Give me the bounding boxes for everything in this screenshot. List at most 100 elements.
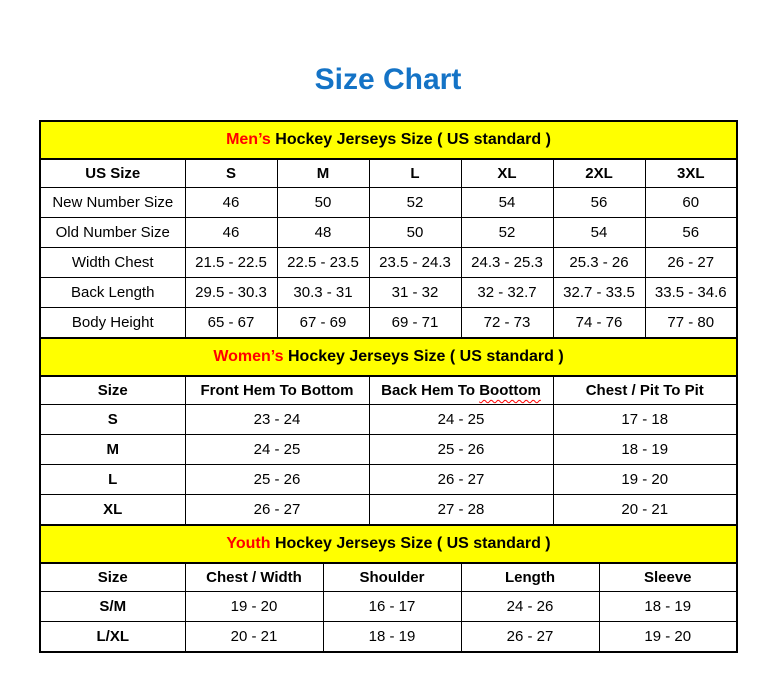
table-cell: 16 - 17: [322, 591, 462, 622]
row-label: Back Length: [39, 277, 186, 308]
table-banner: Youth Hockey Jerseys Size ( US standard …: [39, 524, 738, 564]
row-label: Width Chest: [39, 247, 186, 278]
header-row: US Size S M L XL 2XL 3XL: [39, 158, 738, 188]
table-cell: 25.3 - 26: [552, 247, 646, 278]
table-row: New Number Size 46 50 52 54 56 60: [39, 187, 738, 218]
table-cell: 19 - 20: [184, 591, 324, 622]
table-row: S/M 19 - 20 16 - 17 24 - 26 18 - 19: [39, 591, 738, 622]
table-cell: 52: [460, 217, 554, 248]
table-cell: 17 - 18: [552, 404, 738, 435]
table-cell: 65 - 67: [184, 307, 278, 339]
column-header: 2XL: [552, 158, 646, 188]
table-cell: 52: [368, 187, 462, 218]
row-label: M: [39, 434, 186, 465]
column-header: L: [368, 158, 462, 188]
table-cell: 50: [276, 187, 370, 218]
table-banner: Men’s Hockey Jerseys Size ( US standard …: [39, 120, 738, 160]
table-cell: 25 - 26: [368, 434, 554, 465]
table-cell: 29.5 - 30.3: [184, 277, 278, 308]
womens-size-table: Women’s Hockey Jerseys Size ( US standar…: [39, 337, 738, 526]
table-cell: 32.7 - 33.5: [552, 277, 646, 308]
table-cell: 22.5 - 23.5: [276, 247, 370, 278]
table-cell: 27 - 28: [368, 494, 554, 526]
table-cell: 18 - 19: [322, 621, 462, 653]
banner-row: Youth Hockey Jerseys Size ( US standard …: [39, 524, 738, 564]
table-cell: 26 - 27: [368, 464, 554, 495]
table-cell: 20 - 21: [552, 494, 738, 526]
column-header: Length: [460, 562, 600, 592]
table-cell: 25 - 26: [184, 464, 370, 495]
table-cell: 33.5 - 34.6: [644, 277, 738, 308]
table-cell: 77 - 80: [644, 307, 738, 339]
table-row: Back Length 29.5 - 30.3 30.3 - 31 31 - 32 32…: [39, 277, 738, 308]
table-cell: 26 - 27: [184, 494, 370, 526]
banner-accent-text: Men’s: [226, 131, 271, 148]
table-cell: 46: [184, 187, 278, 218]
column-header: 3XL: [644, 158, 738, 188]
column-header: Chest / Width: [184, 562, 324, 592]
column-header: US Size: [39, 158, 186, 188]
row-label: S/M: [39, 591, 186, 622]
table-cell: 67 - 69: [276, 307, 370, 339]
table-cell: 26 - 27: [460, 621, 600, 653]
banner-accent-text: Youth: [226, 535, 271, 552]
table-cell: 20 - 21: [184, 621, 324, 653]
table-cell: 24.3 - 25.3: [460, 247, 554, 278]
table-cell: 46: [184, 217, 278, 248]
table-cell: 31 - 32: [368, 277, 462, 308]
table-cell: 24 - 26: [460, 591, 600, 622]
table-cell: 74 - 76: [552, 307, 646, 339]
table-cell: 24 - 25: [184, 434, 370, 465]
mens-size-table: Men’s Hockey Jerseys Size ( US standard …: [39, 120, 738, 339]
size-chart: Men’s Hockey Jerseys Size ( US standard …: [39, 120, 738, 653]
table-cell: 23 - 24: [184, 404, 370, 435]
table-row: Body Height 65 - 67 67 - 69 69 - 71 72 - 73 7…: [39, 307, 738, 339]
table-cell: 56: [644, 217, 738, 248]
table-row: L 25 - 26 26 - 27 19 - 20: [39, 464, 738, 495]
table-row: L/XL 20 - 21 18 - 19 26 - 27 19 - 20: [39, 621, 738, 653]
row-label: Body Height: [39, 307, 186, 339]
column-header: S: [184, 158, 278, 188]
page-title: Size Chart: [314, 63, 462, 96]
table-cell: 32 - 32.7: [460, 277, 554, 308]
column-header: Sleeve: [598, 562, 738, 592]
row-label: New Number Size: [39, 187, 186, 218]
table-row: Width Chest 21.5 - 22.5 22.5 - 23.5 23.5 - …: [39, 247, 738, 278]
banner-title-text: Hockey Jerseys Size ( US standard ): [270, 535, 551, 552]
table-cell: 26 - 27: [644, 247, 738, 278]
table-cell: 18 - 19: [552, 434, 738, 465]
table-cell: 50: [368, 217, 462, 248]
banner-row: Men’s Hockey Jerseys Size ( US standard …: [39, 120, 738, 160]
header-row: Size Front Hem To Bottom Back Hem To Boott…: [39, 375, 738, 405]
column-header: XL: [460, 158, 554, 188]
table-cell: 21.5 - 22.5: [184, 247, 278, 278]
youth-size-table: Youth Hockey Jerseys Size ( US standard …: [39, 524, 738, 653]
column-header: Chest / Pit To Pit: [552, 375, 738, 405]
table-cell: 30.3 - 31: [276, 277, 370, 308]
table-cell: 19 - 20: [598, 621, 738, 653]
row-label: Old Number Size: [39, 217, 186, 248]
row-label: XL: [39, 494, 186, 526]
table-cell: 18 - 19: [598, 591, 738, 622]
header-row: Size Chest / Width Shoulder Length Sleeve: [39, 562, 738, 592]
column-header: M: [276, 158, 370, 188]
table-cell: 56: [552, 187, 646, 218]
row-label: L: [39, 464, 186, 495]
banner-title-text: Hockey Jerseys Size ( US standard ): [283, 348, 564, 365]
table-row: M 24 - 25 25 - 26 18 - 19: [39, 434, 738, 465]
table-cell: 54: [460, 187, 554, 218]
banner-title-text: Hockey Jerseys Size ( US standard ): [270, 131, 551, 148]
misspelled-word: Boottom: [479, 382, 541, 399]
table-cell: 72 - 73: [460, 307, 554, 339]
column-header: Front Hem To Bottom: [184, 375, 370, 405]
table-cell: 23.5 - 24.3: [368, 247, 462, 278]
table-cell: 54: [552, 217, 646, 248]
banner-row: Women’s Hockey Jerseys Size ( US standar…: [39, 337, 738, 377]
table-cell: 19 - 20: [552, 464, 738, 495]
table-row: XL 26 - 27 27 - 28 20 - 21: [39, 494, 738, 526]
table-row: Old Number Size 46 48 50 52 54 56: [39, 217, 738, 248]
banner-accent-text: Women’s: [213, 348, 284, 365]
row-label: L/XL: [39, 621, 186, 653]
row-label: S: [39, 404, 186, 435]
column-header: Shoulder: [322, 562, 462, 592]
